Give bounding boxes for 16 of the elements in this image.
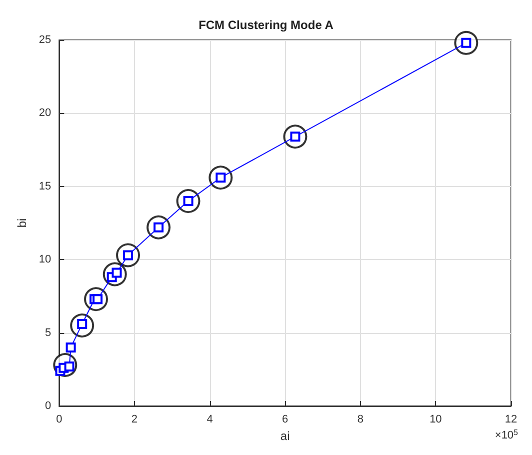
x-tick-label: 6: [282, 414, 288, 426]
x-tick-label: 2: [131, 414, 138, 426]
x-tick-label: 10: [430, 414, 442, 426]
y-tick-label: 20: [38, 107, 52, 120]
x-axis-title: ai: [280, 428, 290, 443]
y-tick-label: 15: [38, 180, 52, 192]
x-tick-label: 4: [206, 414, 213, 426]
chart-title: FCM Clustering Mode A: [198, 18, 334, 32]
y-tick-label: 10: [38, 254, 52, 266]
x-tick-label: 12: [504, 414, 518, 426]
y-tick-label: 0: [45, 400, 52, 412]
y-tick-label: 5: [45, 326, 52, 339]
x-tick-label: 0: [56, 414, 62, 426]
x-tick-label: 8: [357, 414, 364, 426]
y-axis-title: bi: [15, 218, 29, 228]
y-tick-label: 25: [38, 34, 52, 46]
